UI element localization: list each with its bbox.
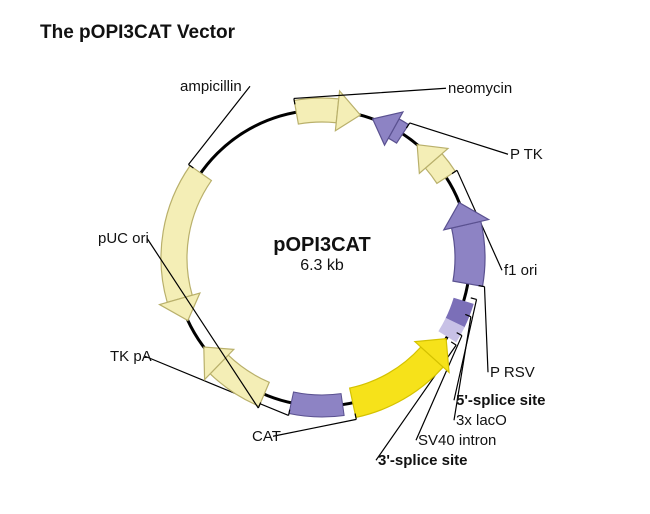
plasmid-diagram: The pOPI3CAT Vector pOPI3CAT 6.3 kb ampi… xyxy=(0,0,650,514)
feature-label-sp3: 3'-splice site xyxy=(378,452,467,469)
feature-label-ptk: P TK xyxy=(510,146,543,163)
feature-label-f1ori: f1 ori xyxy=(504,262,537,279)
feature-label-cat: CAT xyxy=(252,428,281,445)
feature-label-pucori: pUC ori xyxy=(98,230,149,247)
feature-label-sv40: SV40 intron xyxy=(418,432,496,449)
feature-label-ampicillin: ampicillin xyxy=(180,78,242,95)
plasmid-size: 6.3 kb xyxy=(232,257,412,275)
plasmid-name: pOPI3CAT xyxy=(232,234,412,257)
feature-label-laco: 3x lacO xyxy=(456,412,507,429)
plasmid-center-label: pOPI3CAT 6.3 kb xyxy=(232,234,412,275)
feature-label-prsv: P RSV xyxy=(490,364,535,381)
feature-label-neomycin: neomycin xyxy=(448,80,512,97)
feature-label-sp5: 5'-splice site xyxy=(456,392,545,409)
feature-label-tkpa: TK pA xyxy=(110,348,152,365)
